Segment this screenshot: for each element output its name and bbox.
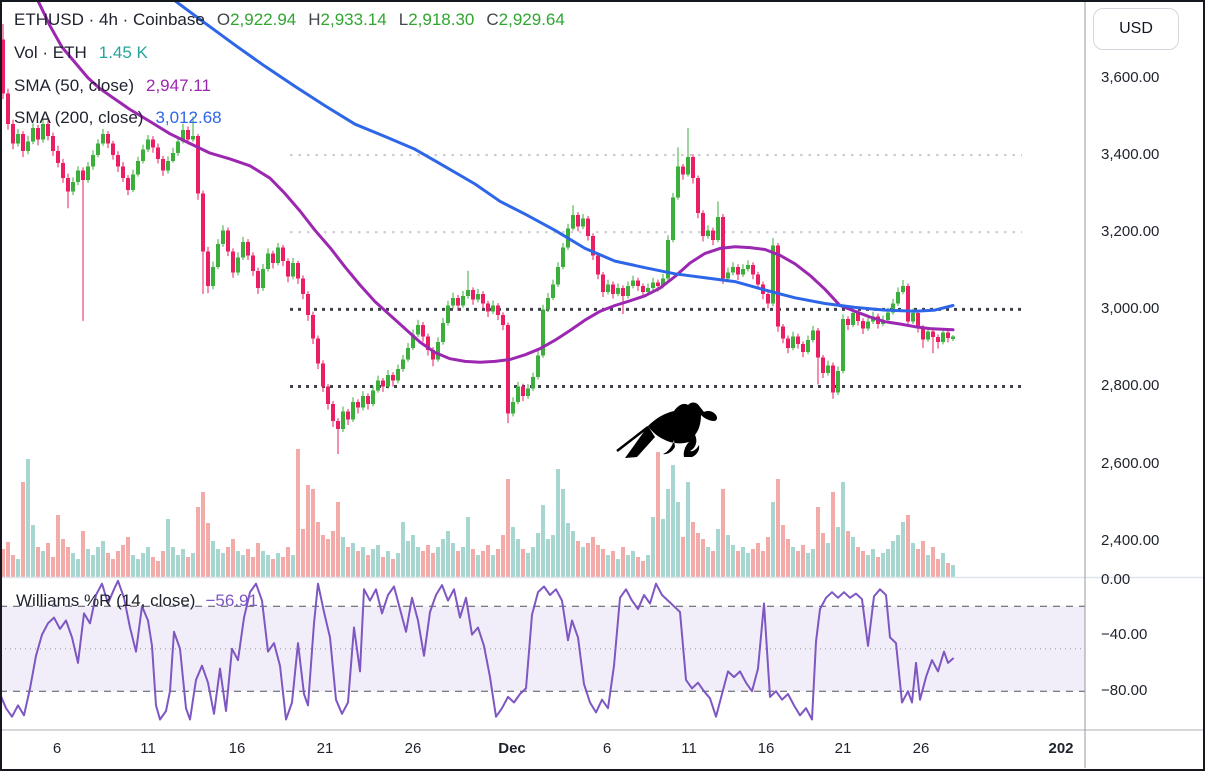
williams-band [0, 605, 1085, 692]
time-label: 11 [681, 740, 697, 757]
price-label: 3,400.00 [1101, 146, 1160, 164]
time-label: 6 [52, 740, 62, 757]
legend-sma200-row: SMA (200, close) 3,012.68 [14, 108, 222, 128]
legend-volume-row: Vol · ETH 1.45 K [14, 43, 148, 63]
currency-usd-button[interactable]: USD [1093, 8, 1179, 50]
ohlc-high-value: 2,933.14 [320, 10, 387, 29]
volume-zero-label: 0.00 [1101, 571, 1131, 588]
time-label: 26 [912, 740, 930, 757]
ohlc-open: O 2,922.94 [216, 10, 297, 29]
sma200-label: SMA (200, close) [14, 108, 144, 127]
ohlc-close-value: 2,929.64 [498, 10, 565, 29]
time-label: 16 [228, 740, 246, 757]
time-label: 16 [757, 740, 775, 757]
williams-value: −56.91 [205, 591, 258, 610]
bull-silhouette-image [616, 402, 718, 458]
legend-symbol-row: ETHUSD · 4h · Coinbase O 2,922.94 H 2,933.… [14, 10, 565, 30]
time-label: 11 [140, 740, 156, 757]
price-label: 3,200.00 [1101, 223, 1160, 241]
price-label: 3,000.00 [1101, 300, 1160, 318]
williams-legend-row: Williams %R (14, close) −56.91 [16, 591, 258, 611]
volume-label: Vol · ETH [14, 43, 87, 62]
time-label: 21 [834, 740, 852, 757]
sma50-label: SMA (50, close) [14, 76, 134, 95]
sma-lines [36, 0, 955, 364]
volume-bars [1, 449, 955, 577]
price-label: 2,400.00 [1101, 531, 1160, 549]
ohlc-high: H 2,933.14 [308, 10, 387, 29]
time-label: 6 [602, 740, 612, 757]
symbol-title: ETHUSD · 4h · Coinbase [14, 10, 205, 29]
time-label: 202 [1048, 740, 1074, 757]
sma50-value: 2,947.11 [146, 76, 211, 95]
price-label: 2,600.00 [1101, 454, 1160, 472]
ohlc-close: C 2,929.64 [486, 10, 565, 29]
volume-value: 1.45 K [98, 43, 148, 62]
time-label: Dec [498, 740, 526, 757]
ohlc-low-value: 2,918.30 [408, 10, 475, 29]
time-label: 21 [316, 740, 334, 757]
price-label: 3,600.00 [1101, 68, 1160, 86]
sma200-value: 3,012.68 [155, 108, 222, 127]
price-label: 2,800.00 [1101, 377, 1160, 395]
legend-sma50-row: SMA (50, close) 2,947.11 [14, 76, 211, 96]
williams-axis-label: −80.00 [1101, 682, 1148, 700]
time-label: 26 [404, 740, 422, 757]
ohlc-open-value: 2,922.94 [230, 10, 297, 29]
williams-axis-label: −40.00 [1101, 625, 1148, 643]
williams-line [0, 579, 954, 721]
candles [1, 23, 955, 454]
ohlc-low: L 2,918.30 [398, 10, 475, 29]
williams-label-text: Williams %R (14, close) [16, 591, 196, 610]
